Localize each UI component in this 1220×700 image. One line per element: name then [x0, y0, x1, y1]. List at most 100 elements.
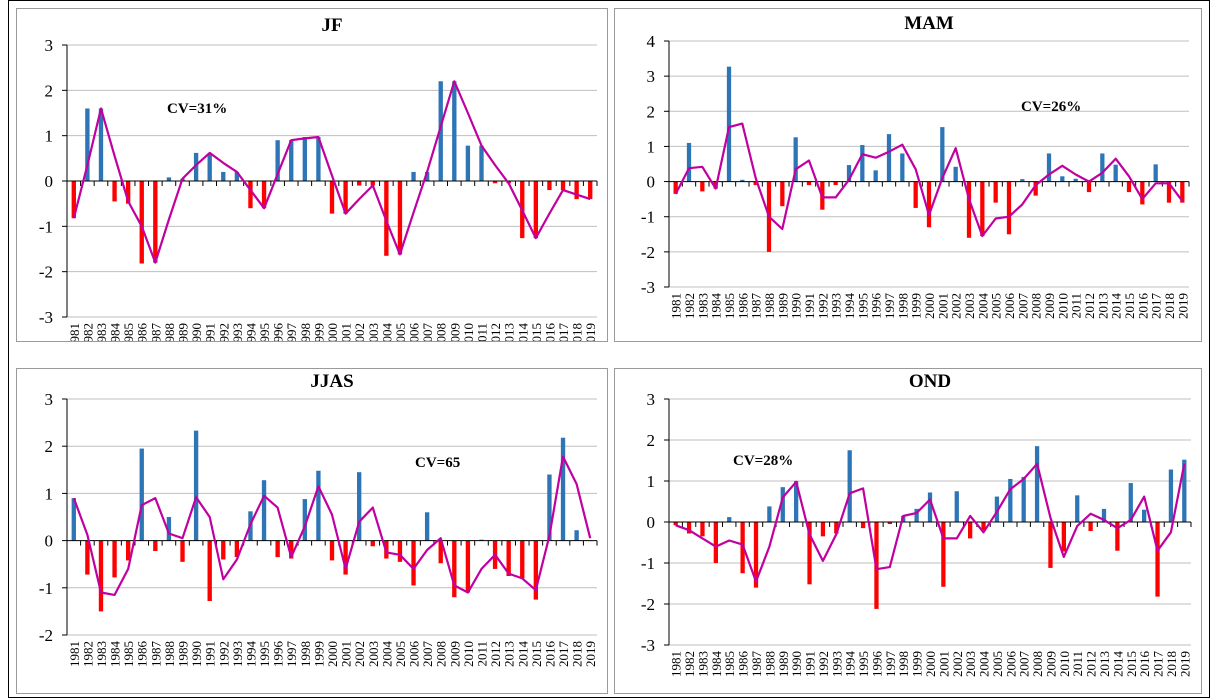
bar [981, 522, 986, 531]
x-tick-label: 2013 [1097, 651, 1112, 677]
bar [1075, 495, 1080, 522]
chart-panel-ond: -3 -2 -1 0 1 2 3 1981 1982 1983 1984 1985 1986 1987 19… [614, 368, 1202, 694]
bar [112, 540, 117, 578]
x-tick-label: 1996 [271, 323, 286, 343]
x-tick-label: 1999 [311, 323, 326, 342]
x-tick-label: 2018 [570, 323, 585, 342]
chart-title: OND [909, 371, 951, 392]
chart-ond: -3-2-10123198119821983198419851986198719… [641, 371, 1192, 678]
chart-mam: -3-2-10123419811982198319841985198619871… [641, 13, 1191, 320]
x-tick-label: 2005 [990, 651, 1005, 677]
series-line [72, 455, 592, 596]
x-tick-label: 1996 [271, 641, 286, 668]
y-tick-label: -3 [39, 308, 53, 327]
x-tick-label: 1990 [189, 323, 204, 342]
bar [370, 540, 375, 547]
series-line [675, 462, 1186, 583]
bar [153, 181, 158, 263]
bar [221, 171, 226, 181]
bar [941, 522, 946, 587]
cv-annotation: CV=28% [733, 453, 793, 469]
bar [834, 522, 839, 534]
x-tick-label: 2004 [379, 641, 394, 668]
x-tick-label: 1988 [762, 293, 777, 319]
x-tick-label: 1986 [135, 641, 150, 668]
bar [574, 181, 579, 200]
bar [302, 137, 307, 181]
x-tick-label: 2009 [447, 641, 462, 667]
x-tick-label: 2019 [1177, 651, 1192, 677]
bar [329, 540, 335, 561]
bar [780, 181, 785, 207]
x-tick-label: 1995 [257, 641, 272, 667]
bar [261, 480, 267, 541]
x-tick-label: 2007 [1015, 293, 1030, 320]
bar [357, 181, 362, 186]
x-tick-label: 1995 [257, 323, 272, 342]
bar [588, 181, 593, 200]
bar [207, 153, 212, 181]
x-tick-label: 1986 [736, 651, 751, 678]
x-tick-label: 2008 [434, 641, 449, 667]
x-tick-label: 2019 [1175, 293, 1190, 319]
chart-panel-mam: -3 -2 -1 0 1 2 3 4 1981 1982 1983 1984 1985 1986 1987 1… [614, 8, 1202, 342]
x-tick-label: 2003 [963, 651, 978, 677]
x-tick-label: 2017 [1151, 651, 1166, 678]
x-tick-label: 1986 [135, 323, 150, 343]
x-tick-label: 1994 [243, 323, 258, 343]
x-tick-label: 1989 [776, 651, 791, 677]
cv-annotation: CV=31% [167, 101, 227, 117]
bar [397, 181, 403, 255]
bar [1020, 179, 1025, 182]
chart-title: JF [321, 15, 342, 36]
bar [700, 522, 705, 537]
bar [329, 181, 335, 214]
bar [125, 540, 131, 561]
bar [193, 430, 199, 541]
bar [793, 137, 798, 182]
x-tick-label: 2002 [352, 641, 367, 667]
bar [954, 491, 959, 522]
y-tick-label: 0 [45, 532, 54, 551]
bar [1155, 522, 1160, 597]
y-tick-label: -2 [641, 595, 655, 614]
x-tick-label: 1981 [669, 293, 684, 319]
x-tick-label: 1991 [203, 323, 218, 342]
x-tick-label: 1996 [869, 651, 884, 678]
x-tick-label: 1993 [230, 641, 245, 667]
y-tick-label: 1 [45, 127, 54, 146]
x-tick-label: 2005 [393, 323, 408, 342]
x-tick-label: 1992 [815, 293, 830, 319]
x-tick-label: 2011 [1070, 651, 1085, 677]
x-tick-label: 2017 [556, 323, 571, 343]
bar [289, 140, 294, 181]
x-tick-label: 1993 [829, 651, 844, 677]
x-tick-label: 2012 [1082, 293, 1097, 319]
x-tick-label: 2000 [325, 323, 340, 342]
bar [397, 540, 403, 562]
series-line [72, 80, 591, 264]
y-tick-label: 3 [647, 390, 656, 409]
bar [438, 81, 443, 181]
x-tick-label: 2003 [366, 323, 381, 342]
bar [686, 522, 692, 534]
bar [71, 498, 76, 541]
bar [886, 134, 892, 182]
y-tick-label: 1 [45, 484, 54, 503]
bar [343, 181, 348, 214]
bar [153, 540, 158, 551]
x-tick-label: 2007 [1017, 651, 1032, 678]
x-tick-label: 2005 [393, 641, 408, 667]
x-tick-label: 2008 [1030, 651, 1045, 677]
bar [1128, 483, 1133, 522]
bar [953, 166, 958, 182]
x-tick-label: 2004 [977, 651, 992, 678]
y-tick-label: 3 [647, 67, 656, 86]
bar [547, 181, 552, 191]
x-tick-label: 2010 [461, 323, 476, 342]
chart-jf: -3-2-10123198119821983198419851986198719… [39, 15, 598, 343]
bar [248, 181, 253, 209]
x-tick-label: 1989 [176, 323, 191, 342]
x-tick-label: 1985 [121, 641, 136, 667]
bar [465, 145, 471, 181]
